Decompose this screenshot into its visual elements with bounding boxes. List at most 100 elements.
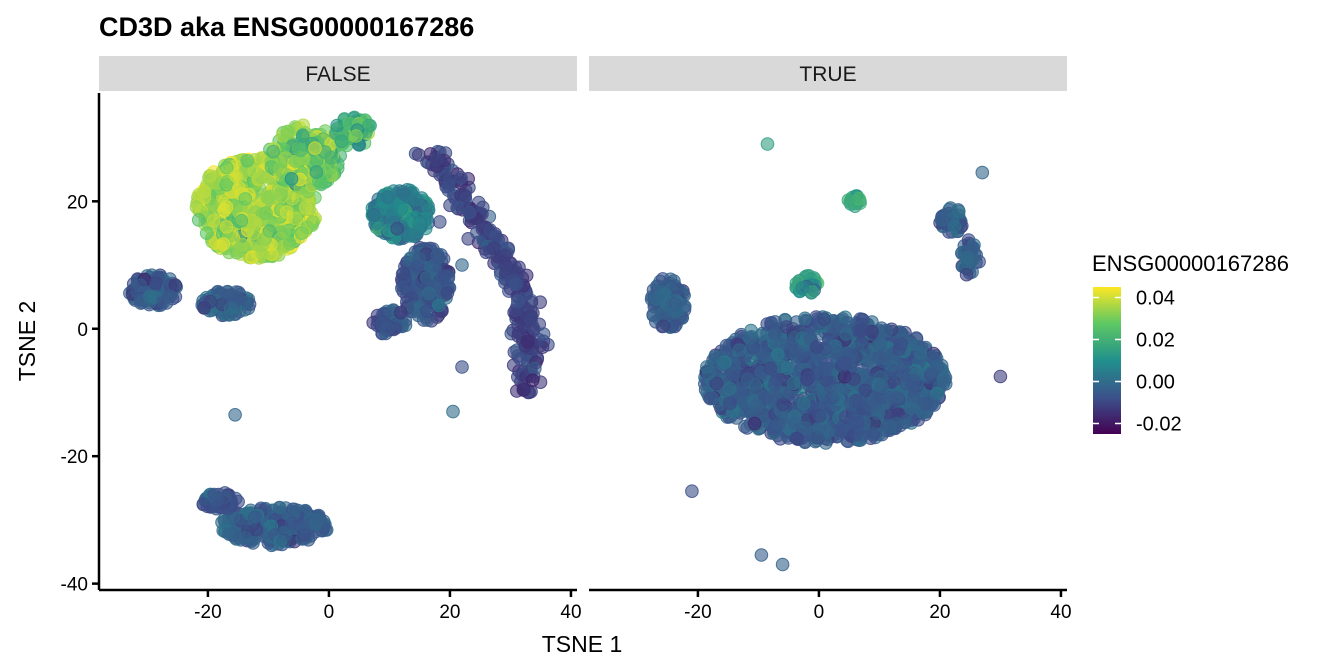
scatter-point bbox=[309, 165, 324, 179]
scatter-point bbox=[377, 307, 392, 321]
scatter-point bbox=[367, 208, 381, 222]
x-tick-label: 40 bbox=[560, 602, 581, 623]
scatter-point bbox=[853, 395, 868, 409]
scatter-point bbox=[412, 148, 426, 162]
scatter-point bbox=[798, 311, 812, 326]
scatter-point bbox=[812, 409, 827, 423]
scatter-point bbox=[817, 312, 831, 327]
scatter-point bbox=[295, 129, 310, 143]
scatter-point bbox=[446, 404, 460, 419]
scatter-point bbox=[747, 416, 762, 431]
scatter-point bbox=[904, 401, 919, 416]
scatter-point bbox=[787, 376, 801, 391]
scatter-point bbox=[830, 346, 845, 360]
facet-label-true: TRUE bbox=[799, 63, 856, 86]
scatter-point bbox=[234, 237, 249, 252]
scatter-point bbox=[238, 192, 253, 206]
x-axis-title: TSNE 1 bbox=[542, 631, 623, 657]
scatter-point bbox=[238, 531, 252, 545]
scatter-point bbox=[854, 323, 869, 337]
scatter-point bbox=[196, 497, 211, 511]
scatter-point bbox=[273, 162, 287, 176]
scatter-point bbox=[455, 360, 469, 374]
scatter-point bbox=[260, 190, 275, 205]
scatter-point bbox=[249, 522, 264, 537]
scatter-point bbox=[229, 169, 243, 184]
scatter-point bbox=[513, 352, 528, 366]
scatter-point bbox=[993, 369, 1008, 384]
scatter-point bbox=[797, 396, 811, 411]
scatter-point bbox=[381, 190, 395, 204]
scatter-point bbox=[429, 152, 444, 167]
scatter-point bbox=[395, 281, 409, 296]
scatter-point bbox=[219, 220, 234, 234]
scatter-point bbox=[285, 516, 299, 530]
scatter-point bbox=[246, 226, 260, 241]
scatter-point bbox=[723, 396, 737, 411]
scatter-point bbox=[216, 237, 231, 251]
scatter-point bbox=[656, 319, 671, 334]
scatter-point bbox=[407, 228, 422, 243]
scatter-point bbox=[789, 431, 804, 446]
scatter-point bbox=[906, 373, 921, 388]
scatter-point bbox=[489, 230, 503, 244]
x-tick-label: -20 bbox=[684, 602, 711, 623]
scatter-point bbox=[768, 327, 782, 341]
scatter-point bbox=[668, 319, 682, 334]
scatter-point bbox=[223, 301, 238, 316]
scatter-point bbox=[308, 518, 323, 532]
scatter-point bbox=[791, 348, 805, 362]
scatter-point bbox=[874, 337, 888, 351]
scatter-point bbox=[816, 361, 831, 376]
scatter-point bbox=[536, 327, 551, 341]
scatter-point bbox=[297, 519, 312, 534]
scatter-point bbox=[293, 143, 308, 158]
scatter-point bbox=[299, 201, 313, 215]
points-facet-false bbox=[123, 110, 555, 553]
scatter-point bbox=[771, 417, 786, 432]
scatter-point bbox=[133, 278, 148, 293]
scatter-point bbox=[858, 383, 873, 398]
scatter-point bbox=[512, 260, 526, 275]
legend-tick-label: 0.02 bbox=[1136, 330, 1175, 352]
y-axis-title: TSNE 2 bbox=[14, 301, 40, 382]
scatter-point bbox=[168, 278, 183, 292]
scatter-point bbox=[203, 169, 217, 183]
facet-strip-true bbox=[589, 56, 1067, 91]
scatter-point bbox=[222, 527, 236, 541]
scatter-point bbox=[247, 164, 261, 179]
scatter-point bbox=[872, 350, 887, 365]
scatter-point bbox=[191, 213, 206, 227]
x-tick-label: 0 bbox=[814, 602, 825, 623]
scatter-point bbox=[396, 266, 411, 281]
scatter-point bbox=[795, 281, 810, 295]
scatter-point bbox=[440, 286, 455, 300]
scatter-point bbox=[203, 294, 218, 309]
scatter-point bbox=[462, 205, 476, 219]
scatter-point bbox=[918, 396, 933, 411]
scatter-point bbox=[525, 373, 540, 388]
scatter-point bbox=[209, 493, 224, 507]
scatter-point bbox=[926, 365, 940, 379]
scatter-point bbox=[476, 200, 490, 215]
points-facet-true bbox=[644, 137, 1008, 572]
scatter-point bbox=[769, 372, 784, 386]
scatter-point bbox=[509, 277, 523, 292]
scatter-point bbox=[362, 118, 376, 133]
scatter-point bbox=[510, 384, 524, 398]
scatter-point bbox=[283, 236, 297, 251]
scatter-point bbox=[667, 305, 682, 320]
scatter-point bbox=[975, 165, 990, 180]
scatter-point bbox=[393, 305, 408, 320]
scatter-point bbox=[431, 251, 446, 266]
scatter-point bbox=[760, 137, 775, 151]
scatter-point bbox=[156, 295, 171, 310]
legend-tick-label: 0.00 bbox=[1136, 372, 1175, 394]
scatter-point bbox=[420, 304, 434, 319]
scatter-point bbox=[894, 337, 908, 351]
y-tick-label: 0 bbox=[77, 320, 88, 341]
scatter-point bbox=[219, 200, 234, 214]
scatter-point bbox=[841, 193, 856, 207]
scatter-point bbox=[284, 172, 299, 186]
